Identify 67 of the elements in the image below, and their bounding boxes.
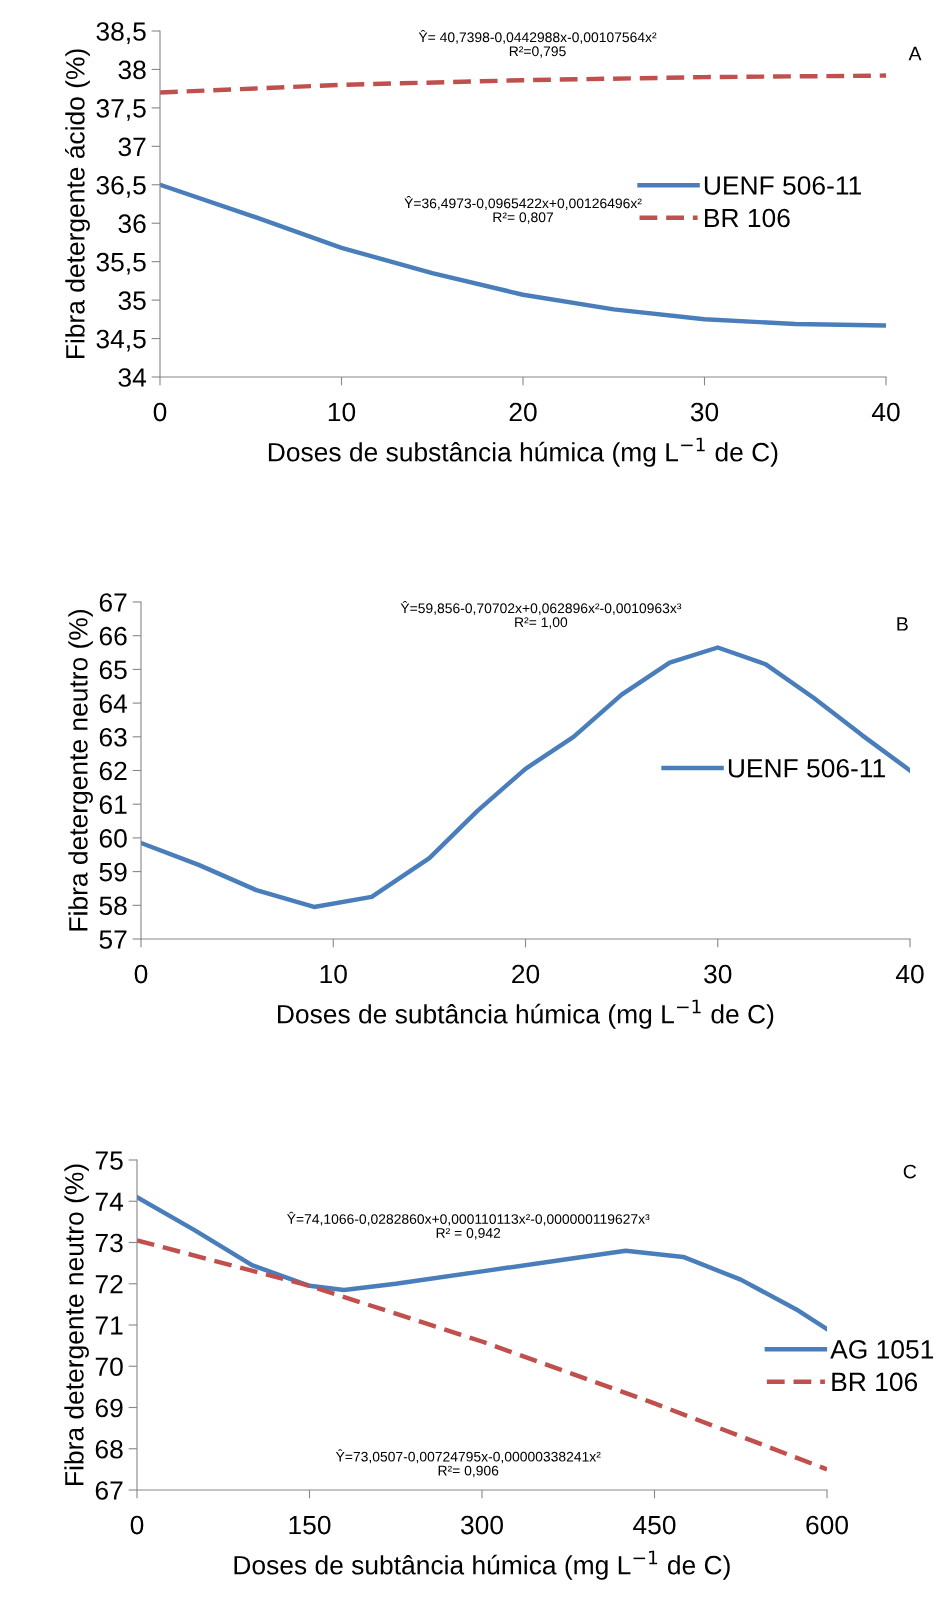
y-axis-title: Fibra detergente ácido (%)	[64, 49, 90, 359]
y-tick-label: 35	[118, 291, 146, 310]
x-tick-label: 40	[895, 964, 924, 984]
y-tick-label: 67	[99, 593, 127, 612]
y-tick-label: 75	[95, 1151, 123, 1170]
x-tick-label: 450	[633, 1515, 676, 1535]
x-tick-label: 20	[512, 964, 540, 984]
y-tick-label: 67	[95, 1481, 123, 1500]
y-tick-label: 34	[118, 368, 147, 387]
annotation: B	[897, 617, 908, 631]
legend-label: UENF 506-11	[704, 176, 861, 195]
y-tick-label: 74	[95, 1192, 124, 1211]
y-axis-title: Fibra detergente neutro (%)	[68, 610, 93, 931]
y-tick-label: 69	[95, 1398, 123, 1418]
legend-label: BR 106	[705, 208, 790, 228]
x-axis-title: Doses de subtância húmica (mg L$^{−1}$ de C)	[278, 999, 774, 1029]
x-tick-label: 10	[320, 964, 347, 984]
y-tick-label: 58	[99, 896, 127, 916]
x-tick-label: 150	[289, 1515, 331, 1535]
annotation: Ŷ=73,0507-0,00724795x-0,00000338241x² R²= 0,906	[335, 1449, 601, 1478]
y-tick-label: 37	[118, 137, 146, 157]
y-tick-label: 57	[99, 930, 127, 949]
legend-label: AG 1051	[830, 1340, 934, 1359]
annotation: Ŷ= 40,7398-0,0442988x-0,00107564x² R²=0,795	[418, 29, 657, 58]
line-series	[141, 645, 910, 910]
y-tick-label: 37,5	[96, 99, 146, 121]
y-tick-label: 62	[99, 761, 127, 781]
y-tick-label: 70	[95, 1357, 123, 1377]
x-tick-label: 600	[806, 1515, 848, 1535]
legend-label: UENF 506-11	[728, 758, 885, 778]
x-tick-label: 0	[130, 1515, 144, 1535]
line-series	[160, 73, 886, 95]
y-tick-label: 61	[99, 795, 127, 815]
y-tick-label: 72	[95, 1274, 123, 1294]
y-tick-label: 68	[95, 1439, 123, 1459]
annotation: Ŷ=59,856-0,70702x+0,062896x²-0,0010963x³ R²= 1,00	[400, 600, 682, 629]
y-tick-label: 34,5	[96, 329, 146, 352]
x-tick-label: 40	[871, 402, 900, 422]
y-tick-label: 36	[118, 214, 146, 234]
y-tick-label: 59	[99, 862, 127, 882]
text: A	[908, 46, 922, 61]
x-tick-label: 30	[690, 402, 719, 422]
annotation: Ŷ=36,4973-0,0965422x+0,00126496x² R²= 0,807	[404, 195, 642, 224]
x-axis-title: Doses de subtância húmica (mg L$^{−1}$ de C)	[234, 1550, 730, 1580]
x-tick-label: 300	[460, 1515, 503, 1535]
x-tick-label: 20	[509, 402, 537, 422]
y-tick-label: 38	[118, 60, 146, 80]
x-axis-title: Doses de substância húmica (mg L$^{−1}$ de C)	[268, 437, 778, 467]
y-axis-title: Fibra detergente neutro (%)	[64, 1164, 89, 1485]
y-tick-label: 71	[95, 1316, 123, 1335]
y-tick-label: 73	[95, 1233, 123, 1253]
legend-label: BR 106	[832, 1372, 918, 1392]
x-tick-label: 30	[704, 964, 732, 984]
text: C	[903, 1164, 917, 1179]
line-series	[137, 1194, 827, 1332]
y-tick-label: 64	[99, 694, 128, 713]
y-tick-label: 60	[99, 829, 127, 848]
y-tick-label: 35,5	[96, 252, 146, 275]
y-tick-label: 63	[99, 727, 127, 747]
y-tick-label: 66	[99, 626, 127, 646]
x-tick-label: 0	[153, 402, 167, 422]
x-tick-label: 0	[134, 964, 148, 984]
y-tick-label: 38,5	[96, 22, 146, 44]
annotation: Ŷ=74,1066-0,0282860x+0,000110113x²-0,000000119627x³ R² = 0,942	[287, 1211, 650, 1240]
x-tick-label: 10	[328, 402, 356, 422]
y-tick-label: 36,5	[96, 175, 146, 198]
y-tick-label: 65	[99, 660, 127, 680]
